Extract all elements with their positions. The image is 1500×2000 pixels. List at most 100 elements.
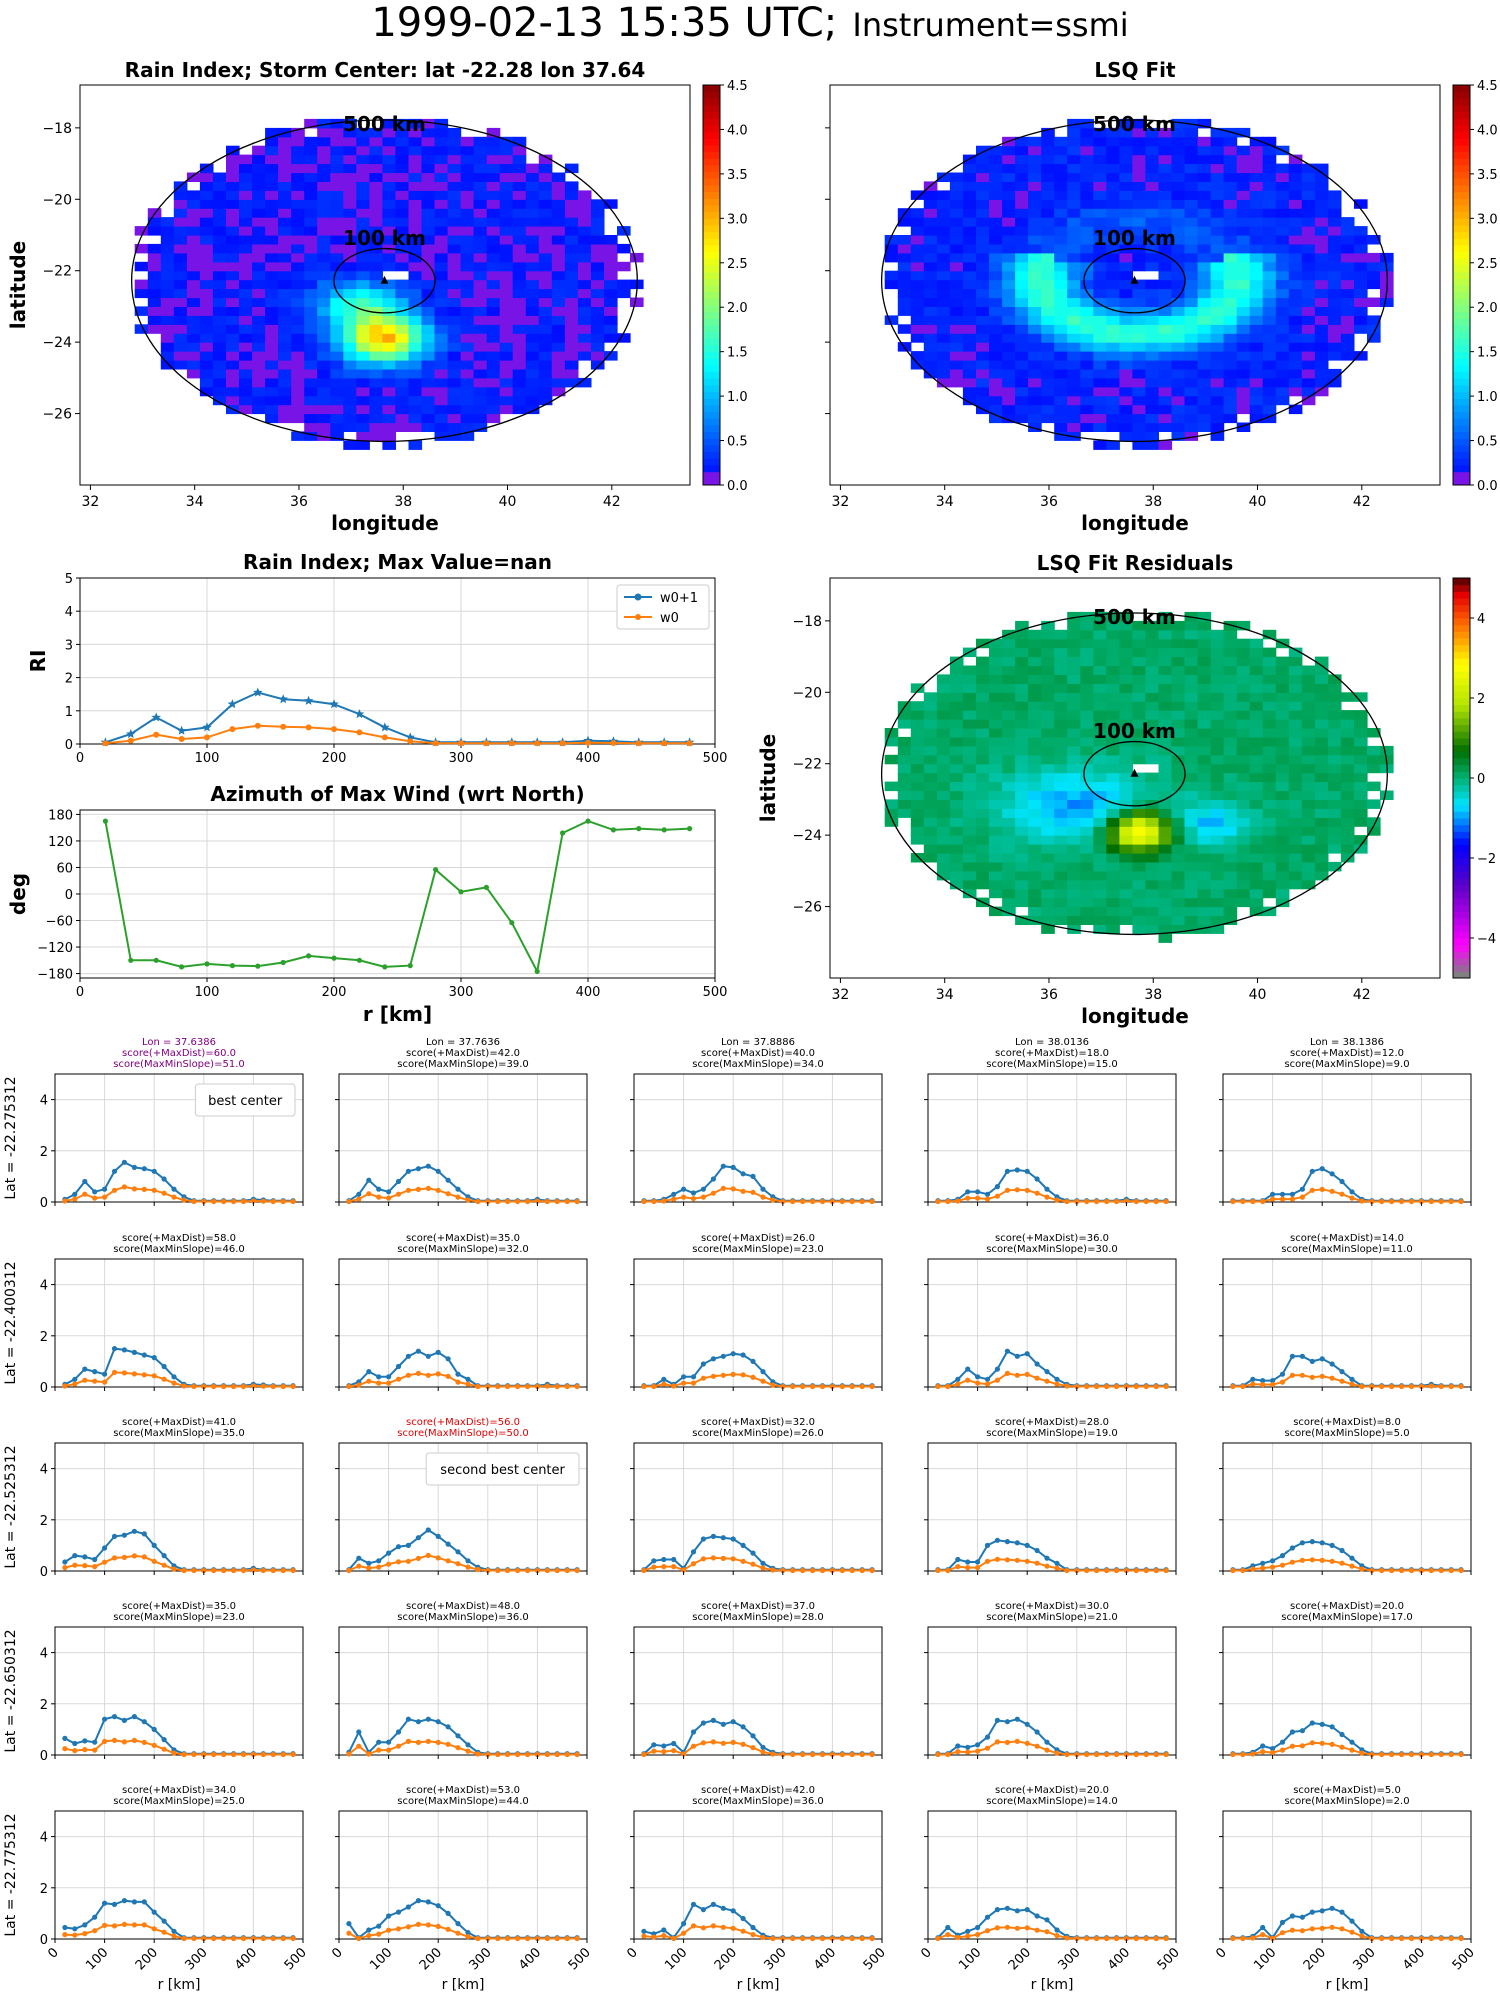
field-cell: [1145, 844, 1159, 854]
colorbar-segment: [1453, 678, 1470, 686]
profile-panel: score(+MaxDist)=14.0score(MaxMinSlope)=1…: [1219, 1233, 1472, 1391]
field-cell: [1132, 377, 1146, 388]
field-cell: [1119, 629, 1133, 640]
field-cell: [936, 252, 951, 263]
x-tick-label: 40: [499, 494, 517, 510]
field-cell: [1093, 611, 1107, 622]
field-cell: [989, 226, 1003, 236]
data-point: [455, 1186, 461, 1192]
field-cell: [1054, 413, 1068, 424]
field-cell: [538, 154, 553, 165]
data-point: [554, 1198, 560, 1205]
y-tick-label: 2: [40, 1330, 48, 1345]
field-cell: [897, 808, 912, 818]
field-cell: [910, 799, 925, 809]
data-point: [415, 1370, 421, 1376]
colorbar-segment: [703, 378, 720, 386]
field-cell: [538, 368, 553, 379]
field-cell: [1158, 395, 1173, 406]
data-point: [651, 1558, 657, 1564]
y-tick-label: −18: [792, 614, 822, 630]
field-cell: [577, 243, 592, 254]
field-cell: [1080, 692, 1094, 702]
field-cell: [460, 377, 475, 388]
colorbar-segment: [1453, 778, 1470, 786]
field-cell: [1354, 297, 1368, 307]
field-cell: [949, 217, 964, 227]
panel-legend-label: best center: [208, 1094, 283, 1109]
panel-header-s1: score(+MaxDist)=8.0: [1293, 1417, 1401, 1428]
data-point: [72, 1553, 78, 1559]
field-cell: [1314, 243, 1329, 254]
field-cell: [1210, 692, 1225, 702]
field-cell: [199, 360, 214, 370]
data-point: [151, 1355, 157, 1361]
field-cell: [317, 279, 331, 290]
field-cell: [395, 199, 409, 209]
field-cell: [369, 368, 383, 379]
data-point: [1014, 1540, 1020, 1546]
field-cell: [1210, 413, 1225, 424]
field-cell: [1119, 906, 1133, 917]
data-point: [131, 1164, 137, 1170]
field-cell: [186, 306, 201, 316]
field-cell: [382, 118, 396, 129]
colorbar-segment: [1453, 205, 1470, 213]
data-point: [975, 1565, 981, 1571]
field-cell: [897, 745, 912, 756]
field-cell: [1223, 297, 1238, 307]
field-cell: [1132, 136, 1146, 147]
field-cell: [1288, 683, 1303, 693]
field-cell: [486, 154, 501, 165]
field-cell: [1158, 422, 1173, 432]
colorbar-segment: [1453, 85, 1470, 93]
field-cell: [936, 728, 951, 738]
field-cell: [134, 306, 149, 316]
colorbar-segment: [1453, 944, 1470, 952]
field-cell: [1210, 315, 1225, 325]
field-cell: [1275, 826, 1290, 836]
field-cell: [1340, 243, 1355, 254]
field-cell: [989, 835, 1003, 845]
field-cell: [1054, 261, 1068, 272]
field-cell: [1145, 333, 1159, 343]
field-cell: [989, 906, 1003, 917]
field-cell: [382, 306, 396, 316]
field-cell: [1093, 163, 1107, 174]
field-cell: [1197, 154, 1212, 165]
field-cell: [512, 261, 527, 272]
field-cell: [1106, 306, 1120, 316]
field-cell: [1067, 772, 1081, 783]
field-cell: [473, 261, 488, 272]
field-cell: [343, 342, 357, 352]
field-cell: [1067, 710, 1081, 720]
data-point: [730, 1536, 736, 1542]
field-cell: [1002, 217, 1016, 227]
field-cell: [1340, 315, 1355, 325]
field-cell: [1314, 324, 1329, 334]
field-cell: [317, 261, 331, 272]
field-cell: [1054, 315, 1068, 325]
field-cell: [226, 351, 240, 361]
field-cell: [1262, 145, 1277, 156]
data-point: [1369, 1198, 1375, 1205]
field-cell: [1314, 674, 1329, 684]
field-cell: [551, 297, 566, 307]
field-cell: [1106, 763, 1120, 774]
colorbar-segment: [1453, 305, 1470, 313]
field-cell: [1106, 620, 1120, 631]
field-cell: [577, 217, 592, 227]
field-cell: [1080, 368, 1094, 379]
field-cell: [590, 208, 605, 218]
field-cell: [265, 413, 279, 424]
field-cell: [1015, 879, 1029, 890]
data-point: [965, 1189, 971, 1195]
field-cell: [1015, 915, 1029, 925]
field-cell: [343, 368, 357, 379]
field-cell: [1301, 279, 1316, 290]
data-point: [1104, 1567, 1110, 1574]
field-cell: [1301, 844, 1316, 854]
data-point: [111, 1187, 118, 1193]
field-cell: [473, 422, 488, 432]
field-cell: [1002, 324, 1016, 334]
